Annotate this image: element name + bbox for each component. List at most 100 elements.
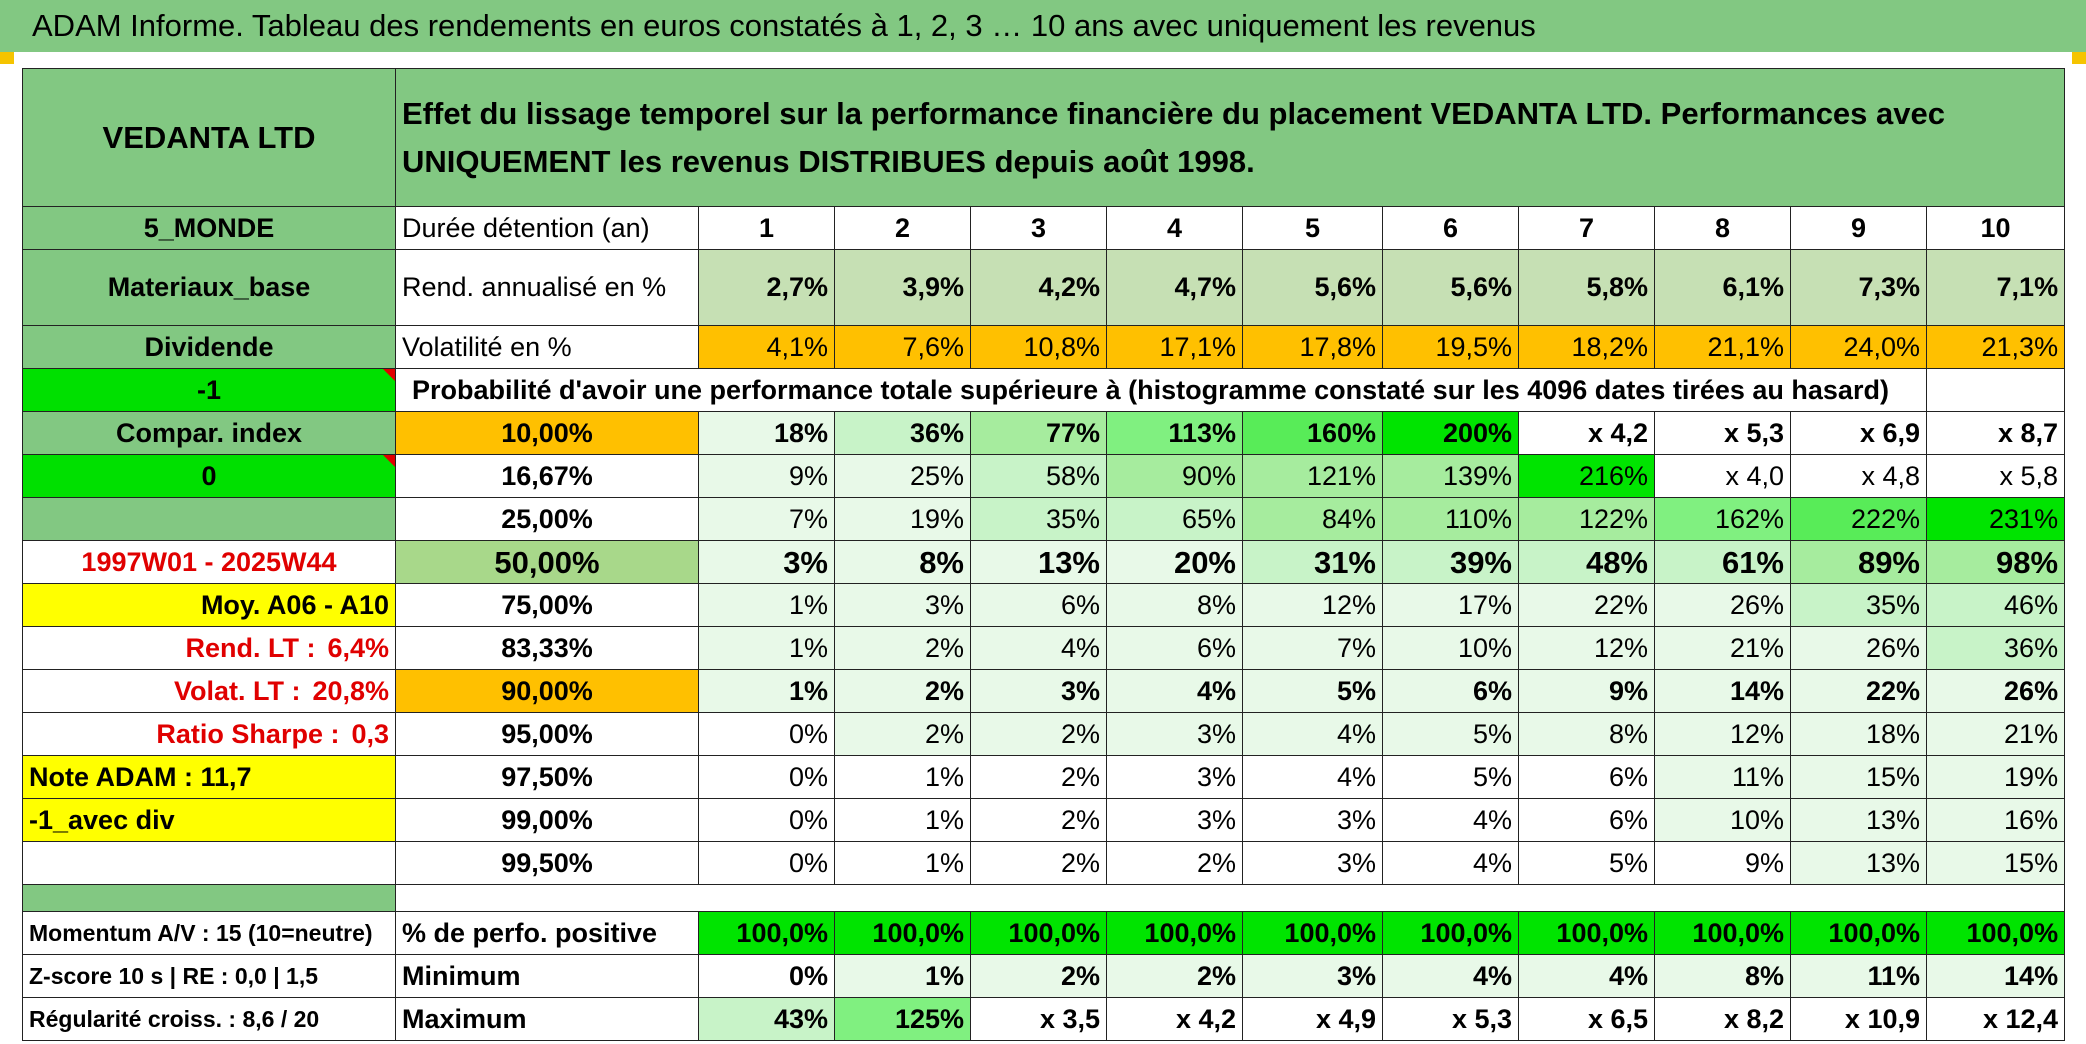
momentum-label: Momentum A/V : 15 (10=neutre)	[22, 911, 396, 955]
pos-cell: 100,0%	[1654, 911, 1791, 955]
rend-cell: 6,1%	[1654, 249, 1791, 326]
pos-cell: 100,0%	[970, 911, 1107, 955]
rend-lt-value: 6,4%	[327, 632, 389, 663]
probability-cell: 216%	[1518, 454, 1655, 498]
probability-cell: 18%	[698, 411, 835, 455]
probability-cell: 2%	[834, 712, 971, 756]
probability-cell: 3%	[698, 540, 835, 584]
duration-cell: 3	[970, 206, 1107, 250]
probability-cell: 35%	[970, 497, 1107, 541]
regularite-label: Régularité croiss. : 8,6 / 20	[22, 997, 396, 1041]
pos-cell: 100,0%	[1790, 911, 1927, 955]
probability-cell: 26%	[1790, 626, 1927, 670]
min-cell: 3%	[1242, 954, 1383, 998]
pos-cell: 100,0%	[834, 911, 971, 955]
max-cell: x 4,9	[1242, 997, 1383, 1041]
rend-cell: 4,7%	[1106, 249, 1243, 326]
rend-cell: 7,3%	[1790, 249, 1927, 326]
probability-threshold: 97,50%	[395, 755, 699, 799]
flag-cell: -1	[22, 368, 396, 412]
probability-cell: 13%	[1790, 841, 1927, 885]
probability-cell: x 4,8	[1790, 454, 1927, 498]
probability-cell: 1%	[834, 841, 971, 885]
probability-cell: 6%	[1106, 626, 1243, 670]
rend-cell: 5,6%	[1382, 249, 1519, 326]
min-cell: 8%	[1654, 954, 1791, 998]
probability-cell: 19%	[1925, 755, 2066, 799]
vol-label: Volatilité en %	[395, 325, 699, 369]
probability-cell: 139%	[1382, 454, 1519, 498]
probability-cell: 22%	[1790, 669, 1927, 713]
probability-cell: 5%	[1382, 712, 1519, 756]
zscore-label: Z-score 10 s | RE : 0,0 | 1,5	[22, 954, 396, 998]
probability-cell: 3%	[1242, 798, 1383, 842]
probability-cell: 9%	[1654, 841, 1791, 885]
min-cell: 1%	[834, 954, 971, 998]
probability-threshold: 10,00%	[395, 411, 699, 455]
probability-cell: 61%	[1654, 540, 1791, 584]
max-cell: x 3,5	[970, 997, 1107, 1041]
probability-cell: 4%	[1382, 841, 1519, 885]
probability-cell: 110%	[1382, 497, 1519, 541]
empty-side-cell	[22, 497, 396, 541]
duration-cell: 10	[1925, 206, 2066, 250]
max-cell: x 10,9	[1790, 997, 1927, 1041]
vol-cell: 21,1%	[1654, 325, 1791, 369]
probability-cell: 6%	[970, 583, 1107, 627]
volat-lt: Volat. LT : 20,8%	[22, 669, 396, 713]
probability-cell: 160%	[1242, 411, 1383, 455]
volat-lt-label: Volat. LT :	[173, 675, 301, 706]
max-label: Maximum	[395, 997, 699, 1041]
probability-cell: 2%	[1106, 841, 1243, 885]
min-cell: 0%	[698, 954, 835, 998]
avec-div-label: -1_avec div	[22, 798, 396, 842]
duration-cell: 9	[1790, 206, 1927, 250]
probability-cell: 8%	[1106, 583, 1243, 627]
volat-lt-value: 20,8%	[312, 675, 389, 706]
probability-cell: x 4,0	[1654, 454, 1791, 498]
probability-cell: 5%	[1242, 669, 1383, 713]
probability-cell: x 8,7	[1925, 411, 2066, 455]
probability-cell: 4%	[970, 626, 1107, 670]
probability-cell: 31%	[1242, 540, 1383, 584]
probability-cell: 14%	[1654, 669, 1791, 713]
spacer-cell	[22, 884, 396, 912]
min-cell: 2%	[970, 954, 1107, 998]
probability-cell: 2%	[834, 669, 971, 713]
compar-index-label: Compar. index	[22, 411, 396, 455]
rend-cell: 7,1%	[1925, 249, 2066, 326]
probability-cell: 35%	[1790, 583, 1927, 627]
probability-cell: 18%	[1790, 712, 1927, 756]
probability-cell: 4%	[1382, 798, 1519, 842]
probability-cell: 36%	[1925, 626, 2066, 670]
probability-cell: 1%	[834, 798, 971, 842]
vol-cell: 17,1%	[1106, 325, 1243, 369]
probability-cell: 9%	[1518, 669, 1655, 713]
probability-cell: 98%	[1925, 540, 2066, 584]
probability-cell: 13%	[970, 540, 1107, 584]
probability-cell: 121%	[1242, 454, 1383, 498]
probability-cell: 2%	[834, 626, 971, 670]
title-bar: ADAM Informe. Tableau des rendements en …	[0, 0, 2086, 52]
max-cell: 125%	[834, 997, 971, 1041]
probability-cell: 11%	[1654, 755, 1791, 799]
min-cell: 4%	[1382, 954, 1519, 998]
probability-cell: 21%	[1925, 712, 2066, 756]
corner-marker	[0, 52, 14, 64]
max-cell: 43%	[698, 997, 835, 1041]
probability-cell: 26%	[1925, 669, 2066, 713]
pos-cell: 100,0%	[698, 911, 835, 955]
corner-marker	[2072, 52, 2086, 64]
probability-cell: 3%	[1242, 841, 1383, 885]
probability-cell: 17%	[1382, 583, 1519, 627]
probability-cell: 6%	[1518, 798, 1655, 842]
probability-cell: 12%	[1242, 583, 1383, 627]
spacer-cell	[394, 884, 2066, 912]
probability-cell: 122%	[1518, 497, 1655, 541]
probability-cell: 84%	[1242, 497, 1383, 541]
max-cell: x 8,2	[1654, 997, 1791, 1041]
probability-cell: 3%	[1106, 755, 1243, 799]
min-cell: 4%	[1518, 954, 1655, 998]
probability-cell: 3%	[970, 669, 1107, 713]
rend-cell: 3,9%	[834, 249, 971, 326]
